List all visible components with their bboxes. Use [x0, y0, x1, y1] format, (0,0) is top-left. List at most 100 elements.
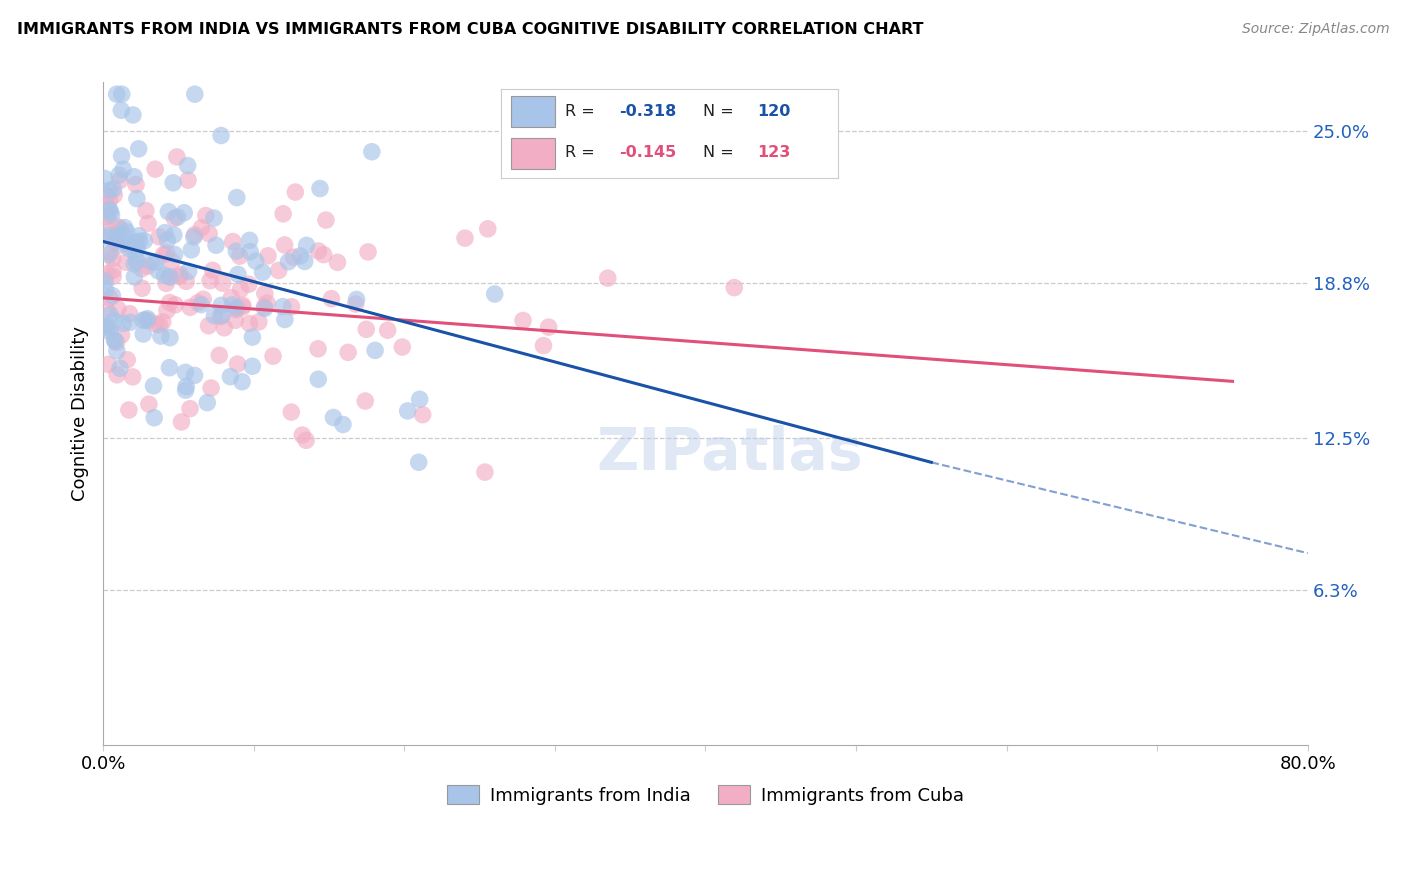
Point	[103, 188, 125, 202]
Point	[209, 128, 232, 143]
Point	[408, 392, 430, 407]
Y-axis label: Cognitive Disability: Cognitive Disability	[72, 326, 89, 500]
Point	[229, 249, 252, 263]
Point	[101, 252, 124, 266]
Point	[202, 309, 225, 323]
Point	[180, 243, 202, 257]
Point	[173, 205, 195, 219]
Point	[107, 219, 129, 234]
Point	[105, 87, 128, 102]
Point	[474, 465, 496, 479]
Point	[145, 317, 167, 331]
Point	[512, 313, 534, 327]
Point	[170, 415, 193, 429]
Point	[225, 301, 247, 315]
Point	[105, 343, 128, 358]
Point	[122, 257, 145, 271]
Point	[96, 319, 118, 334]
Point	[321, 292, 343, 306]
Point	[256, 296, 278, 310]
Point	[98, 183, 121, 197]
Point	[105, 232, 128, 246]
Point	[291, 428, 314, 442]
Point	[159, 360, 181, 375]
Point	[346, 293, 368, 307]
Point	[120, 315, 142, 329]
Point	[262, 349, 284, 363]
Point	[179, 401, 201, 416]
Point	[209, 310, 232, 324]
Point	[143, 410, 166, 425]
Point	[238, 317, 260, 331]
Point	[245, 254, 267, 268]
Point	[274, 312, 297, 326]
Point	[121, 370, 143, 384]
Point	[114, 220, 136, 235]
Point	[174, 379, 197, 393]
Point	[110, 103, 132, 118]
Point	[110, 149, 132, 163]
Point	[190, 220, 212, 235]
Point	[149, 329, 172, 343]
Point	[326, 255, 349, 269]
Point	[103, 182, 125, 196]
Point	[277, 254, 299, 268]
Point	[723, 280, 745, 294]
Point	[537, 320, 560, 334]
Point	[209, 298, 232, 312]
Point	[134, 234, 156, 248]
Point	[139, 254, 162, 268]
Point	[195, 395, 218, 409]
Text: IMMIGRANTS FROM INDIA VS IMMIGRANTS FROM CUBA COGNITIVE DISABILITY CORRELATION C: IMMIGRANTS FROM INDIA VS IMMIGRANTS FROM…	[17, 22, 924, 37]
Point	[294, 254, 316, 268]
Point	[156, 303, 179, 318]
Point	[183, 368, 205, 383]
Point	[225, 302, 247, 317]
Point	[128, 142, 150, 156]
Point	[136, 259, 159, 273]
Point	[198, 274, 221, 288]
Point	[94, 210, 117, 224]
Point	[238, 233, 260, 247]
Point	[454, 231, 477, 245]
Point	[104, 235, 127, 250]
Point	[211, 276, 233, 290]
Point	[136, 314, 159, 328]
Point	[145, 255, 167, 269]
Point	[396, 404, 419, 418]
Point	[111, 87, 134, 102]
Point	[118, 403, 141, 417]
Point	[108, 222, 131, 236]
Point	[93, 171, 115, 186]
Point	[167, 269, 190, 284]
Point	[224, 313, 246, 327]
Point	[136, 311, 159, 326]
Text: Source: ZipAtlas.com: Source: ZipAtlas.com	[1241, 22, 1389, 37]
Point	[166, 150, 188, 164]
Point	[229, 282, 252, 296]
Point	[131, 261, 153, 276]
Point	[97, 321, 120, 335]
Point	[118, 238, 141, 252]
Point	[157, 204, 180, 219]
Point	[96, 267, 118, 281]
Point	[280, 300, 302, 314]
Point	[222, 235, 245, 249]
Point	[107, 230, 129, 244]
Point	[357, 244, 380, 259]
Point	[132, 326, 155, 341]
Point	[202, 211, 225, 225]
Point	[100, 208, 122, 222]
Point	[360, 145, 382, 159]
Point	[322, 410, 344, 425]
Point	[96, 302, 118, 317]
Point	[125, 235, 148, 249]
Point	[183, 230, 205, 244]
Point	[163, 227, 186, 242]
Point	[110, 237, 132, 252]
Point	[118, 307, 141, 321]
Point	[484, 287, 506, 301]
Point	[121, 235, 143, 250]
Point	[97, 357, 120, 371]
Point	[176, 159, 198, 173]
